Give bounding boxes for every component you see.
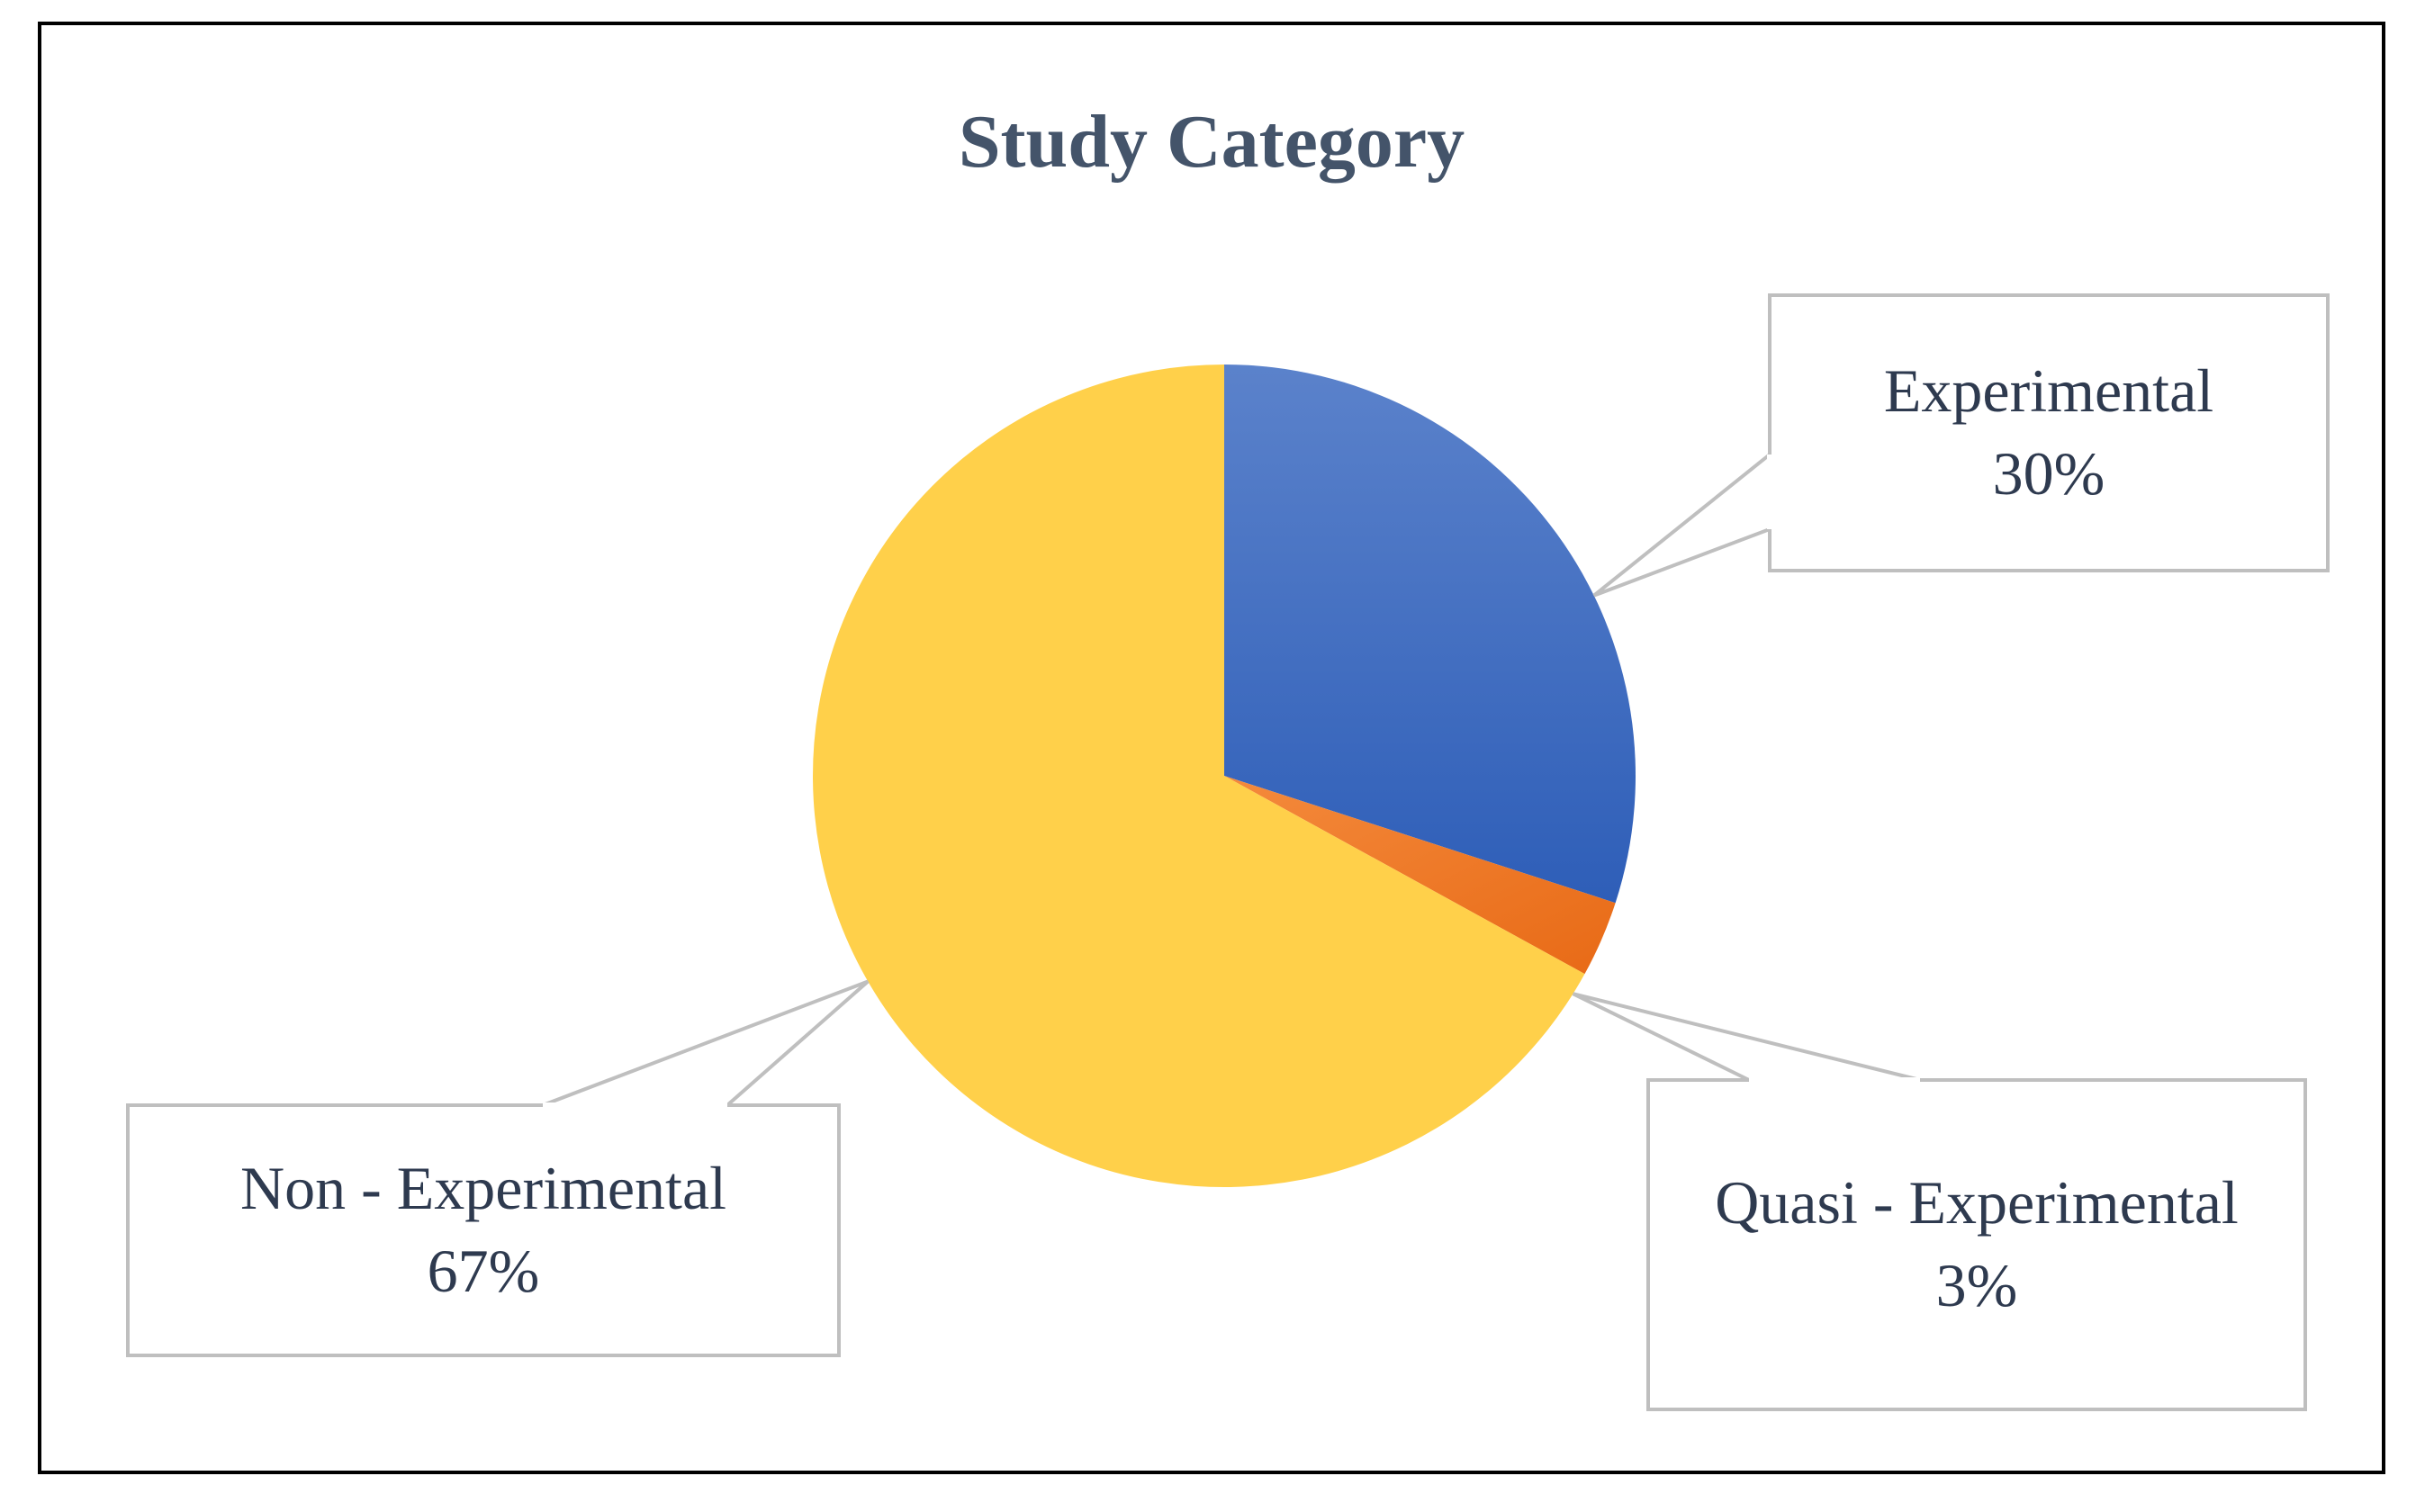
callout-category-non-experimental: Non - Experimental xyxy=(240,1154,726,1222)
callout-leaders xyxy=(542,453,1921,1107)
callout-value-non-experimental: 67% xyxy=(428,1237,540,1305)
callout-leader-non-experimental xyxy=(542,979,870,1107)
callout-labels: Experimental 30% Quasi - Experimental 3% Non… xyxy=(126,293,2330,1411)
callout-value-quasi-experimental: 3% xyxy=(1936,1251,2018,1319)
callout-leader-experimental xyxy=(1592,453,1771,598)
callout-category-quasi-experimental: Quasi - Experimental xyxy=(1715,1168,2239,1237)
chart-title: Study Category xyxy=(959,100,1465,184)
callout-box-non-experimental xyxy=(126,1103,841,1357)
pie-slices xyxy=(813,364,1636,1187)
pie-slice-non-experimental xyxy=(813,364,1585,1187)
callout-box-experimental xyxy=(1768,293,2330,572)
pie-slice-quasi-experimental xyxy=(1224,776,1616,975)
callout-box-quasi-experimental xyxy=(1646,1078,2307,1411)
callout-leader-quasi-experimental xyxy=(1572,992,1921,1082)
callout-category-experimental: Experimental xyxy=(1884,356,2213,425)
callout-value-experimental: 30% xyxy=(1993,439,2105,508)
pie-slice-experimental xyxy=(1224,364,1636,904)
